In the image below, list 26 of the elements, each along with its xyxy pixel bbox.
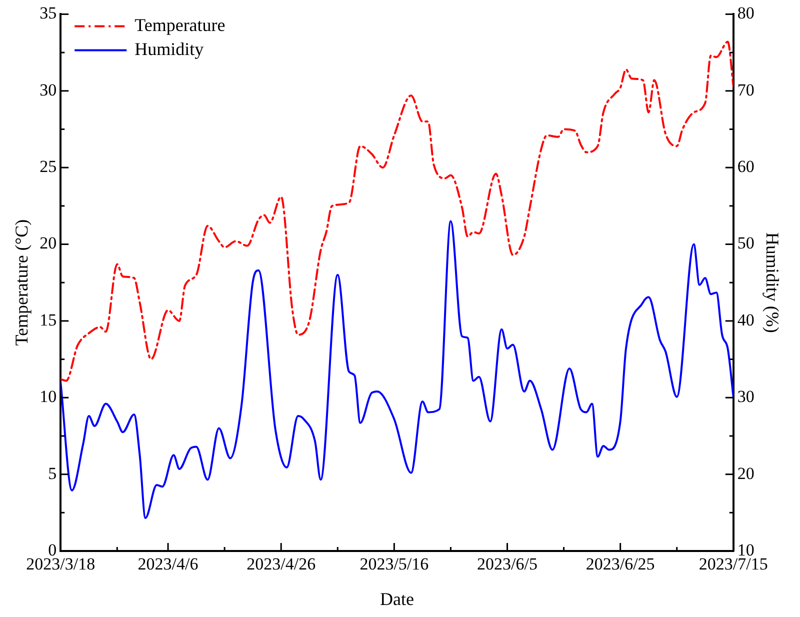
y2-axis-title: Humidity (%) [762,232,782,333]
y2-tick-label: 40 [737,310,754,330]
legend-label: Temperature [134,14,226,35]
y2-tick-label: 30 [737,387,754,406]
y-tick-label: 30 [40,80,57,100]
y-axis-title: Temperature (°C) [12,219,32,346]
y-tick-label: 10 [40,387,57,406]
legend-label: Humidity [134,38,204,59]
x-tick-label: 2023/4/6 [138,554,198,574]
y-tick-label: 25 [40,157,57,176]
y-tick-label: 20 [40,234,57,253]
line-series [60,220,734,520]
y2-tick-label: 70 [737,80,754,100]
x-axis-title: Date [380,588,414,609]
y-tick-label: 5 [48,464,57,483]
y2-tick-label: 60 [737,157,754,176]
x-tick-label: 2023/6/5 [477,554,538,574]
x-tick-label: 2023/4/26 [246,554,316,574]
y-tick-label: 15 [40,310,57,330]
x-tick-label: 2023/5/16 [360,554,429,574]
x-tick-label: 2023/6/25 [586,554,655,574]
line-series [60,40,734,382]
y2-tick-label: 80 [737,4,754,23]
y2-tick-label: 50 [737,234,754,253]
y2-tick-label: 20 [737,464,754,483]
y-tick-label: 35 [40,4,57,23]
